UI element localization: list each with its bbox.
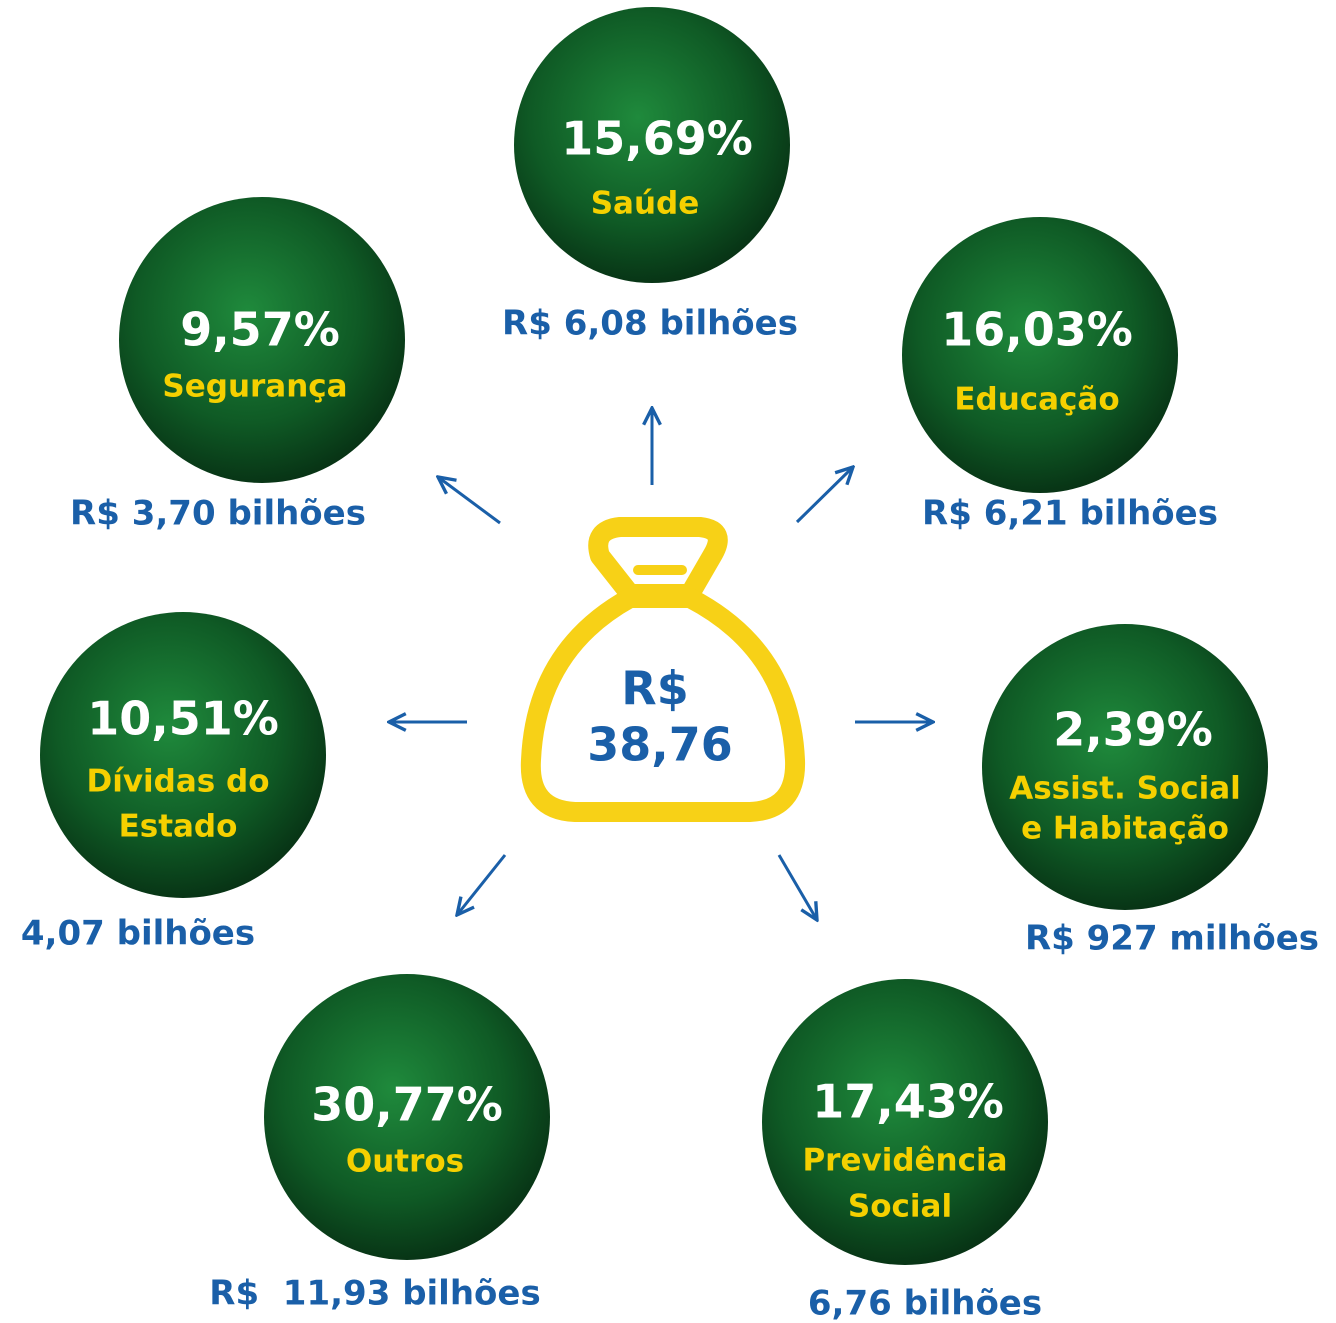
node-amount: R$ 927 milhões xyxy=(1025,919,1319,959)
node: 17,43% Previdência Social 6,76 bilhões xyxy=(762,979,1048,1323)
node-percent: 10,51% xyxy=(87,692,279,746)
node-percent: 15,69% xyxy=(561,112,753,166)
infographic: R$ 38,76 15,69% Saúde R$ 6,08 bilhões 16,03… xyxy=(0,0,1336,1323)
node-amount: R$ 3,70 bilhões xyxy=(70,494,366,534)
node: 16,03% Educação R$ 6,21 bilhões xyxy=(902,217,1218,534)
node-label: e Habitação xyxy=(1021,811,1229,847)
node: 2,39% Assist. Social e Habitação R$ 927 mil… xyxy=(982,624,1319,959)
node-label: Educação xyxy=(954,382,1119,418)
node-percent: 9,57% xyxy=(180,303,340,357)
node-label: Assist. Social xyxy=(1009,771,1241,807)
node-amount: R$ 11,93 bilhões xyxy=(209,1274,540,1314)
arrow xyxy=(457,855,505,915)
node-label: Dívidas do xyxy=(86,764,269,800)
bag-knot xyxy=(598,527,718,594)
node: 15,69% Saúde R$ 6,08 bilhões xyxy=(502,7,798,344)
node-percent: 17,43% xyxy=(812,1075,1004,1129)
node: 10,51% Dívidas do Estado 4,07 bilhões xyxy=(21,612,326,954)
node-label: Saúde xyxy=(591,186,700,222)
node-amount: 6,76 bilhões xyxy=(808,1284,1042,1323)
center-value: 38,76 xyxy=(587,718,733,772)
arrow xyxy=(797,467,853,522)
node-amount: R$ 6,21 bilhões xyxy=(922,494,1218,534)
node: 30,77% Outros R$ 11,93 bilhões xyxy=(209,974,550,1314)
center-currency: R$ xyxy=(621,662,688,716)
node-label: Previdência xyxy=(802,1143,1007,1179)
node-label: Estado xyxy=(119,809,238,845)
node-percent: 2,39% xyxy=(1053,703,1213,757)
node-percent: 16,03% xyxy=(941,303,1133,357)
arrow xyxy=(438,477,500,523)
node-photo xyxy=(982,624,1268,910)
arrow xyxy=(779,855,817,920)
node-label: Social xyxy=(848,1189,952,1225)
node-label: Segurança xyxy=(162,369,347,405)
node-amount: 4,07 bilhões xyxy=(21,914,255,954)
node-label: Outros xyxy=(346,1144,464,1180)
node-amount: R$ 6,08 bilhões xyxy=(502,304,798,344)
page: {"center": {"currency": "R$", "value": "… xyxy=(0,0,1336,1323)
node-percent: 30,77% xyxy=(311,1078,503,1132)
node: 9,57% Segurança R$ 3,70 bilhões xyxy=(70,197,405,534)
node-photo xyxy=(40,612,326,898)
